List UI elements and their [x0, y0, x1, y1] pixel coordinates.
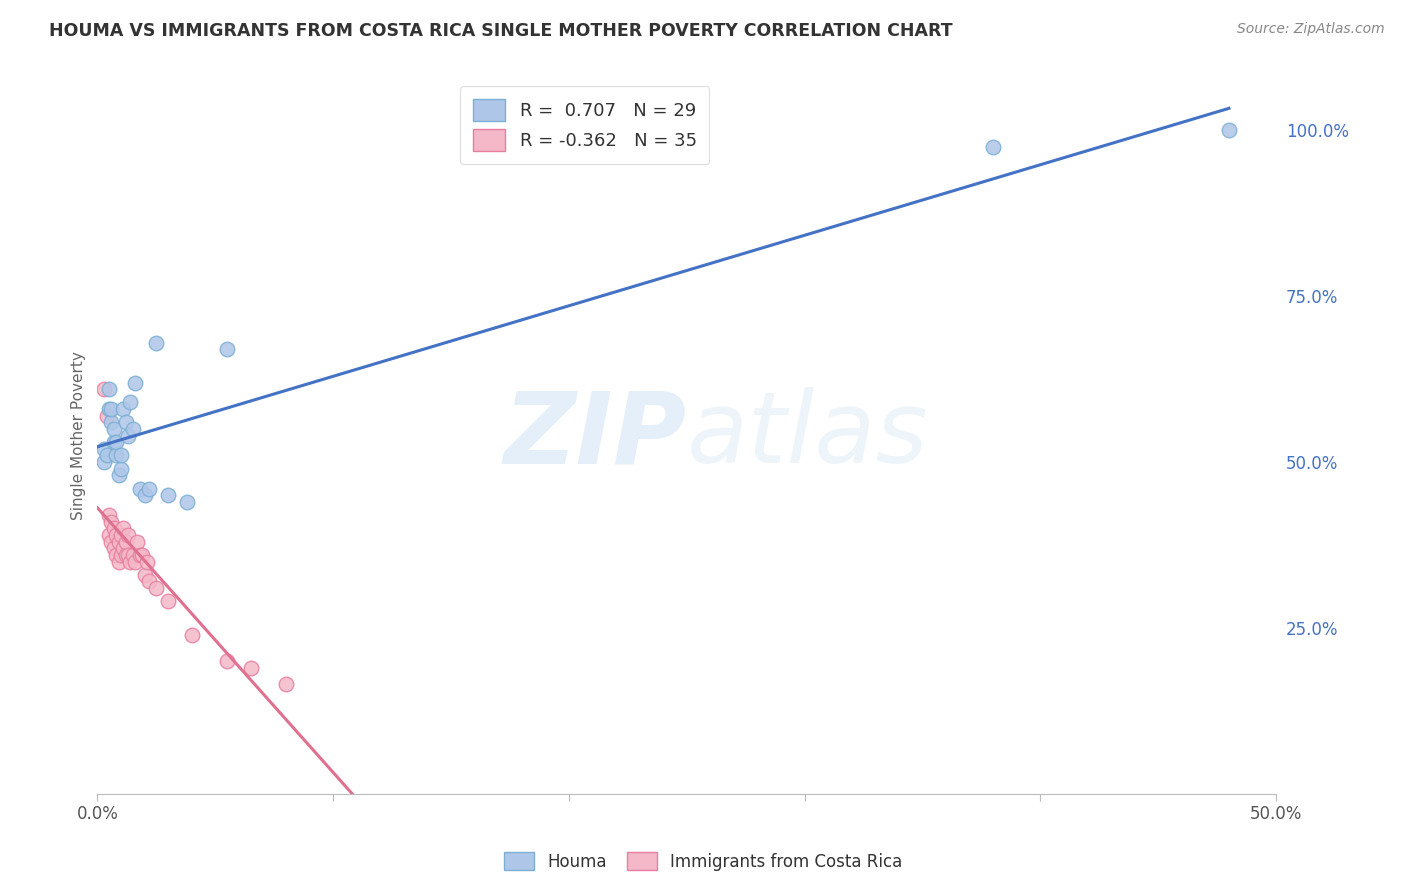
- Point: [239, 661, 262, 675]
- Point: [110, 548, 132, 562]
- Point: [100, 402, 122, 417]
- Point: [124, 376, 146, 390]
- Point: [157, 488, 180, 502]
- Point: [112, 541, 135, 556]
- Point: [117, 428, 139, 442]
- Point: [176, 495, 198, 509]
- Point: [96, 449, 118, 463]
- Point: [117, 528, 139, 542]
- Point: [180, 627, 202, 641]
- Point: [215, 343, 238, 357]
- Point: [98, 402, 121, 417]
- Point: [100, 534, 122, 549]
- Point: [138, 482, 160, 496]
- Point: [103, 541, 125, 556]
- Point: [274, 677, 297, 691]
- Point: [107, 468, 129, 483]
- Point: [128, 482, 150, 496]
- Point: [114, 534, 136, 549]
- Point: [215, 654, 238, 668]
- Point: [981, 140, 1004, 154]
- Point: [98, 528, 121, 542]
- Point: [100, 515, 122, 529]
- Point: [107, 534, 129, 549]
- Legend: R =  0.707   N = 29, R = -0.362   N = 35: R = 0.707 N = 29, R = -0.362 N = 35: [460, 87, 710, 164]
- Point: [138, 574, 160, 589]
- Point: [114, 548, 136, 562]
- Point: [105, 449, 128, 463]
- Point: [107, 555, 129, 569]
- Point: [121, 548, 143, 562]
- Point: [105, 528, 128, 542]
- Legend: Houma, Immigrants from Costa Rica: Houma, Immigrants from Costa Rica: [495, 844, 911, 880]
- Point: [105, 435, 128, 450]
- Point: [105, 548, 128, 562]
- Point: [114, 415, 136, 429]
- Point: [120, 395, 142, 409]
- Point: [110, 528, 132, 542]
- Point: [112, 521, 135, 535]
- Text: HOUMA VS IMMIGRANTS FROM COSTA RICA SINGLE MOTHER POVERTY CORRELATION CHART: HOUMA VS IMMIGRANTS FROM COSTA RICA SING…: [49, 22, 953, 40]
- Point: [103, 521, 125, 535]
- Point: [134, 567, 156, 582]
- Text: Source: ZipAtlas.com: Source: ZipAtlas.com: [1237, 22, 1385, 37]
- Point: [135, 555, 157, 569]
- Point: [131, 548, 153, 562]
- Point: [103, 422, 125, 436]
- Point: [117, 548, 139, 562]
- Point: [121, 422, 143, 436]
- Point: [120, 555, 142, 569]
- Point: [124, 555, 146, 569]
- Point: [127, 534, 149, 549]
- Text: ZIP: ZIP: [503, 387, 686, 484]
- Point: [98, 508, 121, 523]
- Point: [145, 581, 167, 595]
- Point: [98, 382, 121, 396]
- Point: [1218, 123, 1240, 137]
- Point: [157, 594, 180, 608]
- Y-axis label: Single Mother Poverty: Single Mother Poverty: [72, 351, 86, 520]
- Point: [112, 402, 135, 417]
- Point: [110, 461, 132, 475]
- Point: [145, 335, 167, 350]
- Point: [110, 449, 132, 463]
- Point: [93, 442, 115, 456]
- Point: [93, 455, 115, 469]
- Point: [100, 415, 122, 429]
- Point: [134, 488, 156, 502]
- Point: [93, 382, 115, 396]
- Text: atlas: atlas: [686, 387, 928, 484]
- Point: [128, 548, 150, 562]
- Point: [96, 409, 118, 423]
- Point: [103, 435, 125, 450]
